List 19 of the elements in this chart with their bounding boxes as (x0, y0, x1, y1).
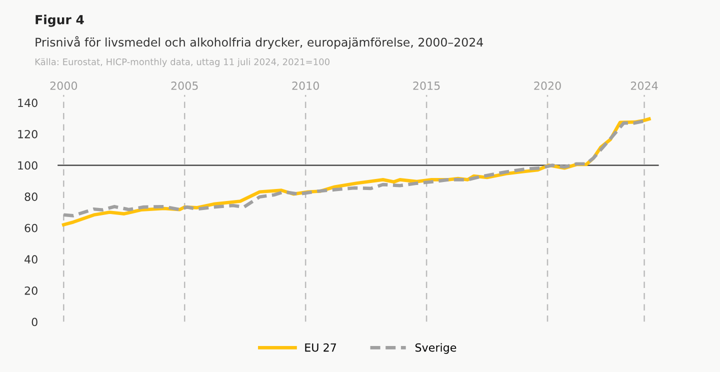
x-tick-label: 2010 (292, 82, 319, 90)
y-tick-label: 120 (18, 130, 38, 138)
chart-title: Figur 4 (36, 14, 84, 27)
text: Källa: Eurostat, HICP-monthly data, uttag 11 juli 2024, 2021=100 (35, 58, 330, 67)
x-tick-label: 2000 (50, 82, 78, 90)
y-tick-label: 20 (24, 286, 38, 295)
x-tick-label: 2005 (171, 82, 198, 90)
legend-label: Sverige (415, 343, 456, 354)
x-tick-label: 2015 (413, 82, 440, 90)
x-tick-label: 2020 (534, 82, 561, 90)
chart-subtitle: Prisnivå för livsmedel och alkoholfria drycker, europajämförelse, 2000–2024 (36, 36, 483, 49)
y-tick-label: 140 (18, 98, 38, 108)
x-tick-label: 2024 (630, 82, 658, 90)
y-tick-label: 80 (24, 192, 38, 201)
y-tick-label: 0 (32, 318, 38, 326)
y-tick-label: 60 (24, 224, 38, 232)
y-tick-label: 100 (18, 161, 38, 170)
y-tick-label: 40 (24, 255, 38, 264)
legend-label: EU 27 (305, 343, 336, 352)
